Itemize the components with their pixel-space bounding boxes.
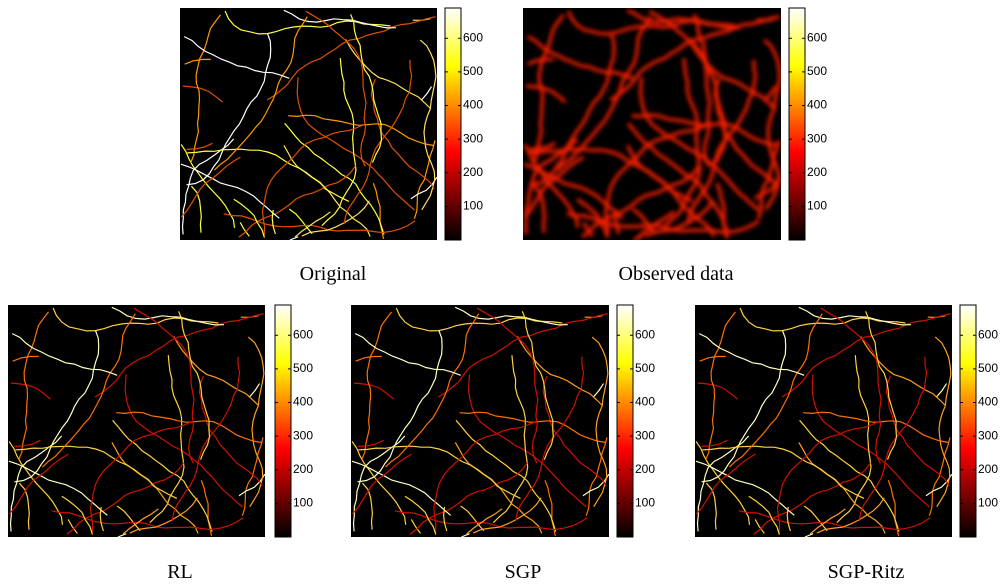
colorbar-tick-label: 600 xyxy=(978,327,998,341)
panel-caption: Original xyxy=(300,263,367,285)
colorbar-tick-label: 500 xyxy=(807,64,827,78)
panel-caption: RL xyxy=(167,561,193,583)
panel: 100 200 300 400 500 600 Observed data xyxy=(523,8,827,285)
colorbar-tick-label: 200 xyxy=(807,165,827,179)
panel: 100 200 300 400 500 600 Original xyxy=(180,8,483,285)
colorbar-tick-label: 600 xyxy=(635,327,655,341)
colorbar-tick-label: 400 xyxy=(463,98,483,112)
panel-caption: Observed data xyxy=(619,263,734,285)
colorbar-tick-label: 100 xyxy=(293,496,313,510)
colorbar xyxy=(789,8,805,240)
colorbar-tick-label: 500 xyxy=(978,361,998,375)
colorbar-tick-label: 100 xyxy=(635,496,655,510)
panel: 100 200 300 400 500 600 RL xyxy=(8,305,313,583)
panel: 100 200 300 400 500 600 SGP xyxy=(351,305,655,583)
colorbar-tick-label: 100 xyxy=(463,199,483,213)
colorbar-tick-label: 300 xyxy=(978,428,998,442)
colorbar-tick-label: 300 xyxy=(463,131,483,145)
panel: 100 200 300 400 500 600 SGP-Ritz xyxy=(695,305,998,583)
colorbar xyxy=(275,305,291,537)
colorbar-tick-label: 200 xyxy=(463,165,483,179)
colorbar-tick-label: 100 xyxy=(978,496,998,510)
colorbar-tick-label: 600 xyxy=(463,30,483,44)
colorbar xyxy=(445,8,461,240)
colorbar-tick-label: 500 xyxy=(463,64,483,78)
panel-caption: SGP-Ritz xyxy=(828,561,905,583)
colorbar-tick-label: 400 xyxy=(635,395,655,409)
colorbar-tick-label: 100 xyxy=(807,199,827,213)
colorbar-tick-label: 300 xyxy=(635,428,655,442)
figure: 100 200 300 400 500 600 Original 100 200 300 400 50… xyxy=(0,0,1003,586)
colorbar-tick-label: 300 xyxy=(293,428,313,442)
panel-caption: SGP xyxy=(505,561,542,583)
colorbar xyxy=(617,305,633,537)
colorbar-tick-label: 500 xyxy=(635,361,655,375)
colorbar-tick-label: 400 xyxy=(807,98,827,112)
colorbar xyxy=(960,305,976,537)
colorbar-tick-label: 200 xyxy=(293,462,313,476)
colorbar-tick-label: 200 xyxy=(635,462,655,476)
colorbar-tick-label: 400 xyxy=(293,395,313,409)
colorbar-tick-label: 500 xyxy=(293,361,313,375)
colorbar-tick-label: 200 xyxy=(978,462,998,476)
colorbar-tick-label: 400 xyxy=(978,395,998,409)
colorbar-tick-label: 600 xyxy=(293,327,313,341)
colorbar-tick-label: 600 xyxy=(807,30,827,44)
colorbar-tick-label: 300 xyxy=(807,131,827,145)
